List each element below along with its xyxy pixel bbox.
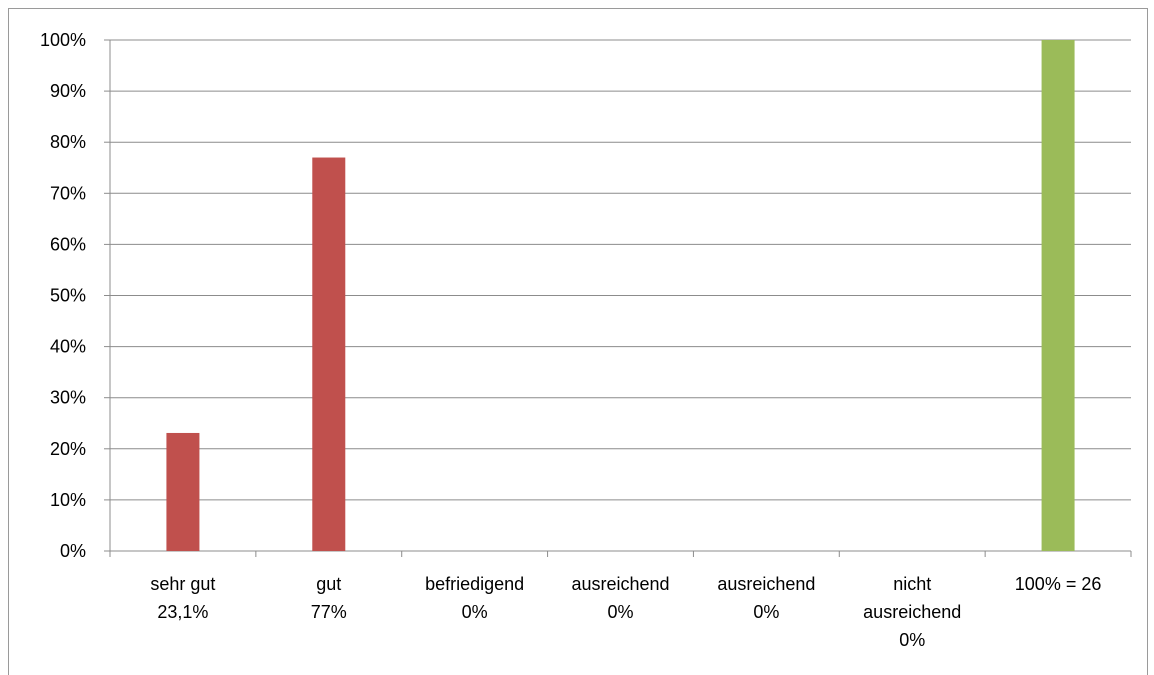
x-category-label: befriedigend	[425, 574, 524, 594]
x-category-label: nicht	[893, 574, 931, 594]
x-category-labels: sehr gut 23,1% gut 77% befriedigend 0% ausreic…	[150, 574, 1101, 650]
bars	[166, 40, 1075, 551]
axes	[104, 39, 1132, 557]
y-tick-labels: 0% 10% 20% 30% 40% 50% 60% 70% 80% 90% 100%	[40, 30, 86, 561]
bar	[1041, 40, 1075, 551]
x-category-label: 23,1%	[157, 602, 208, 622]
x-category-label: sehr gut	[150, 574, 215, 594]
x-category-label: 100% = 26	[1015, 574, 1102, 594]
y-tick-label: 50%	[50, 286, 86, 306]
gridlines	[110, 39, 1131, 501]
y-tick-label: 60%	[50, 234, 86, 254]
y-tick-label: 40%	[50, 337, 86, 357]
x-category-label: 77%	[311, 602, 347, 622]
bar	[166, 432, 200, 551]
y-tick-label: 70%	[50, 183, 86, 203]
bar	[312, 157, 346, 551]
x-category-label: gut	[316, 574, 341, 594]
y-tick-label: 20%	[50, 439, 86, 459]
y-tick-label: 0%	[60, 541, 86, 561]
x-category-label: ausreichend	[717, 574, 815, 594]
chart-frame	[8, 8, 1148, 675]
x-category-label: ausreichend	[863, 602, 961, 622]
y-tick-label: 30%	[50, 388, 86, 408]
y-tick-label: 100%	[40, 30, 86, 50]
y-tick-label: 80%	[50, 132, 86, 152]
y-tick-label: 90%	[50, 81, 86, 101]
x-category-label: 0%	[899, 630, 925, 650]
x-category-label: 0%	[607, 602, 633, 622]
y-tick-label: 10%	[50, 490, 86, 510]
x-category-label: 0%	[753, 602, 779, 622]
x-category-label: 0%	[462, 602, 488, 622]
x-category-label: ausreichend	[571, 574, 669, 594]
